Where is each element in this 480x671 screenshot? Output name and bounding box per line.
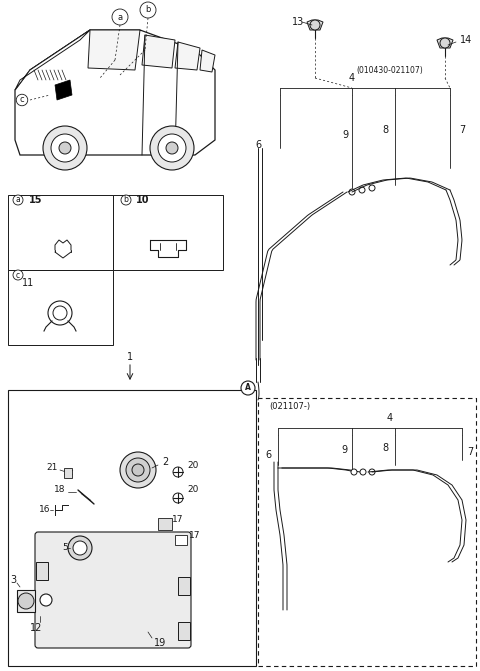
Text: 7: 7	[467, 447, 473, 457]
Text: a: a	[16, 195, 20, 205]
Circle shape	[68, 536, 92, 560]
Text: 2: 2	[162, 457, 168, 467]
Polygon shape	[15, 30, 90, 90]
Polygon shape	[307, 20, 323, 30]
Polygon shape	[175, 42, 200, 70]
Bar	[178, 622, 190, 640]
Polygon shape	[142, 35, 175, 68]
Text: A: A	[44, 597, 48, 603]
Text: 20: 20	[187, 486, 199, 495]
Circle shape	[40, 594, 52, 606]
Text: 19: 19	[154, 638, 166, 648]
Circle shape	[112, 9, 128, 25]
Text: b: b	[145, 5, 151, 15]
Circle shape	[126, 458, 150, 482]
Circle shape	[369, 469, 375, 475]
Text: 15: 15	[29, 195, 43, 205]
Circle shape	[173, 467, 183, 477]
Circle shape	[369, 185, 375, 191]
Circle shape	[73, 541, 87, 555]
Text: 13: 13	[292, 17, 304, 27]
Circle shape	[440, 38, 450, 48]
Text: 14: 14	[460, 35, 472, 45]
Bar	[8, 195, 113, 270]
Text: 17: 17	[189, 531, 201, 539]
Text: 17: 17	[172, 515, 184, 525]
Polygon shape	[55, 80, 72, 100]
Circle shape	[173, 493, 183, 503]
Text: b: b	[123, 195, 129, 205]
Text: 12: 12	[30, 623, 42, 633]
FancyBboxPatch shape	[35, 532, 191, 648]
Circle shape	[51, 134, 79, 162]
Circle shape	[53, 306, 67, 320]
Bar	[8, 390, 256, 666]
Text: 20: 20	[187, 460, 199, 470]
Circle shape	[359, 187, 365, 193]
Text: 9: 9	[342, 130, 348, 140]
Polygon shape	[437, 38, 453, 48]
Text: 3: 3	[10, 575, 16, 585]
Text: 4: 4	[349, 73, 355, 83]
Text: 18: 18	[54, 486, 66, 495]
Text: 6: 6	[265, 450, 271, 460]
Circle shape	[59, 142, 71, 154]
Circle shape	[351, 469, 357, 475]
Circle shape	[43, 126, 87, 170]
Text: 11: 11	[22, 278, 34, 288]
Bar	[178, 577, 190, 595]
Circle shape	[120, 452, 156, 488]
Circle shape	[150, 126, 194, 170]
Text: 10: 10	[136, 195, 150, 205]
Text: c: c	[20, 95, 24, 105]
Text: 16: 16	[39, 505, 51, 515]
Bar	[158, 518, 172, 530]
Circle shape	[140, 2, 156, 18]
Circle shape	[158, 134, 186, 162]
Bar	[8, 270, 113, 345]
Bar	[258, 398, 476, 666]
Circle shape	[121, 195, 131, 205]
Polygon shape	[88, 30, 140, 70]
Circle shape	[349, 189, 355, 195]
Circle shape	[166, 142, 178, 154]
Text: (010430-021107): (010430-021107)	[357, 66, 423, 74]
Text: 8: 8	[382, 443, 388, 453]
Text: 5: 5	[62, 544, 68, 552]
Circle shape	[13, 195, 23, 205]
Text: a: a	[118, 13, 122, 21]
Text: 9: 9	[341, 445, 347, 455]
Text: 7: 7	[459, 125, 465, 135]
Bar	[113, 195, 223, 270]
Bar	[17, 590, 35, 612]
Circle shape	[13, 270, 23, 280]
Circle shape	[241, 381, 255, 395]
Text: (021107-): (021107-)	[269, 403, 311, 411]
Circle shape	[132, 464, 144, 476]
Circle shape	[48, 301, 72, 325]
Text: 8: 8	[382, 125, 388, 135]
Polygon shape	[15, 30, 215, 155]
Text: 4: 4	[387, 413, 393, 423]
Text: 21: 21	[46, 464, 58, 472]
Text: c: c	[16, 270, 20, 280]
Text: A: A	[245, 384, 251, 393]
Bar	[64, 468, 72, 478]
Circle shape	[18, 593, 34, 609]
Circle shape	[310, 20, 320, 30]
Text: 6: 6	[255, 140, 261, 150]
Circle shape	[360, 469, 366, 475]
Bar	[36, 562, 48, 580]
Polygon shape	[200, 50, 215, 72]
Bar	[175, 535, 187, 545]
Text: 1: 1	[127, 352, 133, 362]
